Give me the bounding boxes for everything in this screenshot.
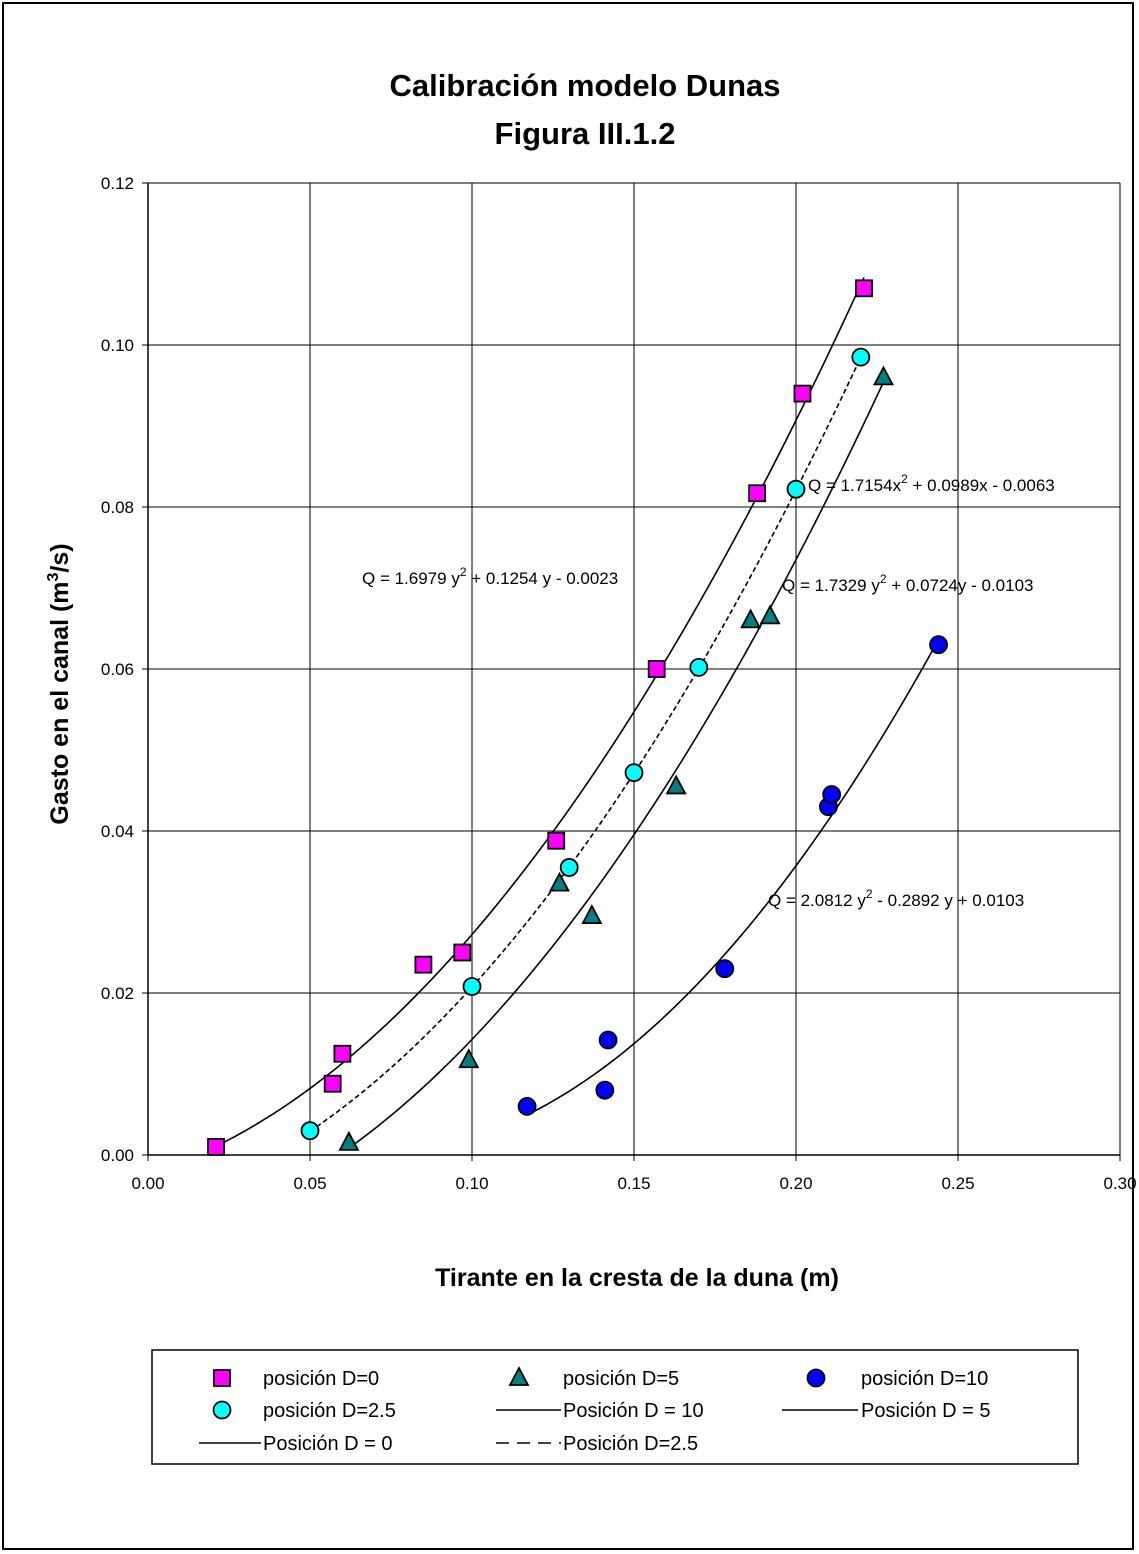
y-tick-labels: 0.00 0.02 0.04 0.06 0.08 0.10 0.12 (101, 174, 134, 1165)
legend-label: Posición D = 10 (563, 1400, 704, 1422)
y-axis-label-suffix: /s) (46, 543, 74, 572)
legend-label: Posición D = 5 (861, 1400, 991, 1422)
equation-label: Q = 1.7329 y2 + 0.0724y - 0.0103 (782, 572, 1034, 595)
legend-label: posición D=0 (263, 1368, 379, 1390)
legend: posición D=0 posición D=5 posición D=10 pos… (151, 1349, 1079, 1465)
data-point (207, 1138, 225, 1156)
x-axis-label: Tirante en la cresta de la duna (m) (435, 1264, 839, 1292)
x-tick-label: 0.20 (779, 1174, 812, 1193)
trendline (309, 356, 862, 1132)
data-point (548, 871, 570, 892)
data-point (689, 657, 709, 677)
legend-marker (508, 1366, 530, 1386)
data-point (647, 660, 666, 678)
y-tick-label: 0.10 (101, 336, 134, 355)
data-point (740, 608, 762, 629)
data-point (414, 955, 433, 974)
legend-label: posición D=5 (563, 1368, 679, 1390)
chart-title: Calibración modelo Dunas (389, 68, 780, 103)
data-point (822, 785, 842, 804)
axes (142, 182, 1121, 1161)
data-point (851, 347, 871, 367)
legend-marker (213, 1369, 231, 1387)
y-axis-label-prefix: Gasto en el canal (m (46, 581, 74, 824)
data-point (759, 604, 781, 625)
legend-label: Posición D=2.5 (563, 1433, 698, 1455)
data-point (665, 774, 687, 795)
y-tick-label: 0.06 (101, 660, 134, 679)
data-point (624, 763, 644, 783)
legend-marker (212, 1400, 232, 1420)
legend-marker (806, 1368, 826, 1388)
y-tick-label: 0.04 (101, 822, 134, 841)
chart-subtitle: Figura III.1.2 (495, 116, 676, 151)
x-tick-label: 0.25 (941, 1174, 974, 1193)
data-point (462, 977, 482, 996)
data-point (786, 479, 806, 499)
data-point (323, 1074, 342, 1093)
y-tick-label: 0.12 (101, 174, 134, 193)
legend-label: posición D=2.5 (263, 1400, 396, 1422)
data-point (855, 279, 873, 298)
data-point (547, 831, 566, 850)
y-tick-label: 0.02 (101, 984, 134, 1003)
x-tick-label: 0.05 (293, 1174, 326, 1193)
legend-label: posición D=10 (861, 1368, 988, 1390)
y-tick-label: 0.08 (101, 498, 134, 517)
trendline (215, 277, 865, 1147)
equation-label: Q = 1.6979 y2 + 0.1254 y - 0.0023 (362, 565, 618, 588)
data-point (559, 858, 579, 877)
trendlines (215, 277, 940, 1149)
data-point (581, 904, 603, 924)
x-tick-label: 0.15 (617, 1174, 650, 1193)
gridlines (148, 182, 1121, 1155)
trendline (526, 639, 940, 1116)
equation-label: Q = 2.0812 y2 - 0.2892 y + 0.0103 (768, 887, 1024, 910)
x-tick-label: 0.00 (131, 1174, 164, 1193)
x-tick-label: 0.10 (455, 1174, 488, 1193)
x-tick-label: 0.30 (1103, 1174, 1136, 1193)
data-point (715, 959, 735, 979)
data-point (598, 1030, 618, 1050)
data-point (300, 1121, 320, 1141)
data-point (338, 1130, 360, 1151)
data-point (748, 484, 767, 503)
y-axis-label-sup: 3 (45, 572, 62, 581)
data-point (453, 943, 472, 962)
y-axis-label: Gasto en el canal (m3/s) (45, 543, 74, 824)
equation-label: Q = 1.7154x2 + 0.0989x - 0.0063 (808, 472, 1055, 495)
trendline (348, 381, 885, 1149)
equation-labels: Q = 1.6979 y2 + 0.1254 y - 0.0023 Q = 1.7… (362, 472, 1055, 910)
data-point (595, 1080, 615, 1100)
y-tick-label: 0.00 (101, 1146, 134, 1165)
data-point (333, 1044, 352, 1063)
data-point (929, 635, 948, 655)
data-point (872, 365, 894, 386)
data-point (458, 1048, 480, 1069)
data-point (793, 384, 812, 403)
data-points (207, 279, 948, 1156)
legend-label: Posición D = 0 (263, 1433, 393, 1455)
legend-box (151, 1349, 1079, 1465)
x-tick-labels: 0.00 0.05 0.10 0.15 0.20 0.25 0.30 (131, 1174, 1136, 1193)
data-point (517, 1097, 537, 1116)
